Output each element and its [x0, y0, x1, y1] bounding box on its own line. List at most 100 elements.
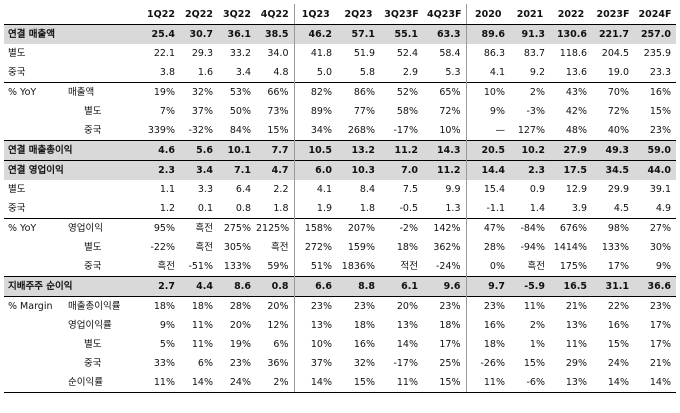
row-label: 연결 매출액	[4, 24, 142, 44]
header-label-cell	[4, 4, 142, 25]
table-cell: 5.0	[293, 63, 337, 83]
table-cell: 51%	[293, 257, 337, 277]
table-cell: 8.8	[337, 276, 380, 297]
table-cell: 21%	[649, 358, 671, 369]
table-cell: 21%	[550, 296, 592, 316]
table-cell: 7%	[159, 106, 175, 117]
table-cell: 58%	[396, 106, 418, 117]
table-cell: 159%	[347, 242, 375, 253]
row-sublabel: 중국	[84, 358, 102, 369]
table-cell: 47%	[465, 218, 510, 238]
table-cell: 58.4	[439, 48, 461, 59]
row-label	[4, 238, 54, 257]
table-cell: -32%	[188, 125, 213, 136]
table-cell: 48%	[565, 125, 587, 136]
row-sublabel: 순이익률	[54, 373, 142, 393]
table-cell: 18%	[353, 320, 375, 331]
table-cell: 77%	[353, 106, 375, 117]
table-cell: 13.2	[337, 140, 380, 161]
table-cell: 14%	[180, 373, 218, 393]
table-cell: 3.9	[571, 203, 587, 214]
table-cell: 2%	[510, 82, 550, 102]
row-sublabel: 별도	[84, 339, 102, 350]
table-cell: 15%	[423, 373, 466, 393]
table-cell: 44.0	[634, 160, 676, 180]
table-cell: 8.4	[359, 184, 375, 195]
table-cell: 17.5	[550, 160, 592, 180]
table-cell: 22.1	[153, 48, 175, 59]
table-cell: 1.6	[197, 67, 213, 78]
table-cell: 23%	[337, 296, 380, 316]
table-cell: 29.9	[607, 184, 629, 195]
table-cell: 14%	[592, 373, 634, 393]
table-cell: -24%	[435, 261, 461, 272]
row-label: 지배주주 순이익	[4, 276, 142, 297]
table-cell: 5.6	[180, 140, 218, 161]
table-cell: 15%	[337, 373, 380, 393]
table-cell: 5.3	[445, 67, 461, 78]
table-cell: 84%	[229, 125, 251, 136]
table-cell: 10.3	[337, 160, 380, 180]
table-cell: 24%	[218, 373, 256, 393]
table-cell: 11%	[510, 296, 550, 316]
table-cell: 19%	[229, 339, 251, 350]
table-cell: 82%	[293, 82, 337, 102]
table-cell: 15.4	[465, 180, 510, 199]
table-row: % YoY 영업이익 95% 흑전 275% 2125% 158% 207% -2% 142% 47…	[4, 218, 676, 238]
table-cell: 14%	[634, 373, 676, 393]
table-cell: 4.8	[273, 67, 289, 78]
table-cell: 4.6	[142, 140, 180, 161]
table-cell: 59%	[267, 261, 289, 272]
table-cell: 28%	[465, 238, 510, 257]
table-cell: 9%	[655, 261, 671, 272]
table-cell: -51%	[188, 261, 213, 272]
table-cell: 10.1	[218, 140, 256, 161]
column-header: 2020	[465, 4, 510, 25]
table-cell: 57.1	[337, 24, 380, 44]
table-cell: 130.6	[550, 24, 592, 44]
row-sublabel: 별도	[84, 106, 102, 117]
table-cell: 25%	[439, 358, 461, 369]
table-cell: 59.0	[634, 140, 676, 161]
table-cell: 1.8	[359, 203, 375, 214]
table-cell: 6.6	[293, 276, 337, 297]
table-cell: -3%	[526, 106, 546, 117]
row-label: 연결 영업이익	[4, 160, 142, 180]
table-cell: 16%	[353, 339, 375, 350]
table-cell: 3.8	[159, 67, 175, 78]
table-cell: 1836%	[341, 261, 375, 272]
table-cell: 7.5	[402, 184, 418, 195]
table-row: 중국 33% 6% 23% 36% 37% 32% -17% 25% -26% 15% 29% 24% 2…	[4, 354, 676, 373]
row-label	[4, 335, 54, 354]
table-cell: 19%	[142, 82, 180, 102]
table-cell: 98%	[592, 218, 634, 238]
table-cell: 20%	[380, 296, 423, 316]
table-cell: 1.8	[273, 203, 289, 214]
table-cell: 18%	[439, 320, 461, 331]
table-cell: 2%	[529, 320, 545, 331]
table-cell: 16%	[607, 320, 629, 331]
table-cell: 11%	[191, 320, 213, 331]
row-label	[4, 354, 54, 373]
table-cell: 17%	[607, 261, 629, 272]
row-sublabel: 매출총이익률	[54, 296, 142, 316]
table-cell: 10.2	[510, 140, 550, 161]
table-cell: 257.0	[634, 24, 676, 44]
table-cell: 6.1	[380, 276, 423, 297]
table-cell: 41.8	[293, 44, 337, 63]
table-cell: 18%	[142, 296, 180, 316]
table-cell: 73%	[267, 106, 289, 117]
table-cell: 36.6	[634, 276, 676, 297]
table-cell: 127%	[517, 125, 545, 136]
table-cell: 23%	[423, 296, 466, 316]
table-cell: 11%	[565, 339, 587, 350]
table-cell: 16%	[465, 316, 510, 335]
table-cell: 29.3	[191, 48, 213, 59]
table-cell: 207%	[337, 218, 380, 238]
table-cell: 89%	[293, 102, 337, 121]
row-sublabel: 영업이익률	[68, 320, 112, 331]
table-cell: 1%	[529, 339, 545, 350]
table-cell: -6%	[510, 373, 550, 393]
table-cell: 268%	[347, 125, 375, 136]
table-cell: 86%	[337, 82, 380, 102]
